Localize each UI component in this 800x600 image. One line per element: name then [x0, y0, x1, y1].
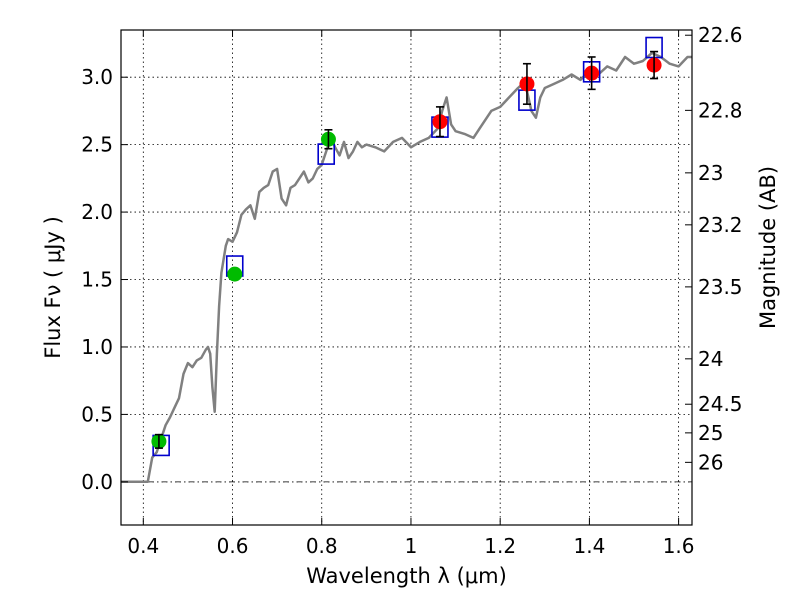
- grid-lines: [121, 30, 692, 525]
- x-tick-label: 0.6: [217, 534, 249, 558]
- y-tick-label: 2.5: [81, 133, 113, 157]
- x-axis-label: Wavelength λ (μm): [306, 564, 507, 588]
- y-tick-label: 0.5: [81, 402, 113, 426]
- axis-ticks: 0.4 0.6 0.8 1 1.2 1.4 1.6 0.0 0.5 1.0 1.5 2.0 2.5 3.0…: [81, 23, 742, 558]
- y-tick-label: 1.0: [81, 335, 113, 359]
- model-spectrum-line: [121, 51, 692, 484]
- x-tick-label: 1.2: [484, 534, 516, 558]
- plot-series: [121, 36, 692, 484]
- y-tick-label: 1.5: [81, 268, 113, 292]
- y-tick-label: 3.0: [81, 65, 113, 89]
- right-axis-label: Magnitude (AB): [756, 166, 780, 329]
- x-tick-label: 1.6: [663, 534, 695, 558]
- x-tick-label: 1: [405, 534, 418, 558]
- right-tick-label: 24.5: [698, 392, 743, 416]
- right-tick-label: 26: [698, 450, 723, 474]
- y-axis-label: Flux Fν ( μJy ): [41, 216, 65, 359]
- right-tick-label: 25: [698, 421, 723, 445]
- right-tick-label: 23.2: [698, 213, 743, 237]
- photometry-point: [227, 266, 243, 282]
- right-tick-label: 22.8: [698, 98, 743, 122]
- x-tick-label: 0.4: [127, 534, 159, 558]
- x-tick-label: 1.4: [573, 534, 605, 558]
- right-tick-label: 23: [698, 161, 723, 185]
- plot-frame: [120, 29, 693, 526]
- right-tick-label: 23.5: [698, 275, 743, 299]
- right-tick-label: 22.6: [698, 23, 743, 47]
- right-tick-label: 24: [698, 347, 723, 371]
- x-tick-label: 0.8: [306, 534, 338, 558]
- y-tick-label: 2.0: [81, 200, 113, 224]
- y-tick-label: 0.0: [81, 470, 113, 494]
